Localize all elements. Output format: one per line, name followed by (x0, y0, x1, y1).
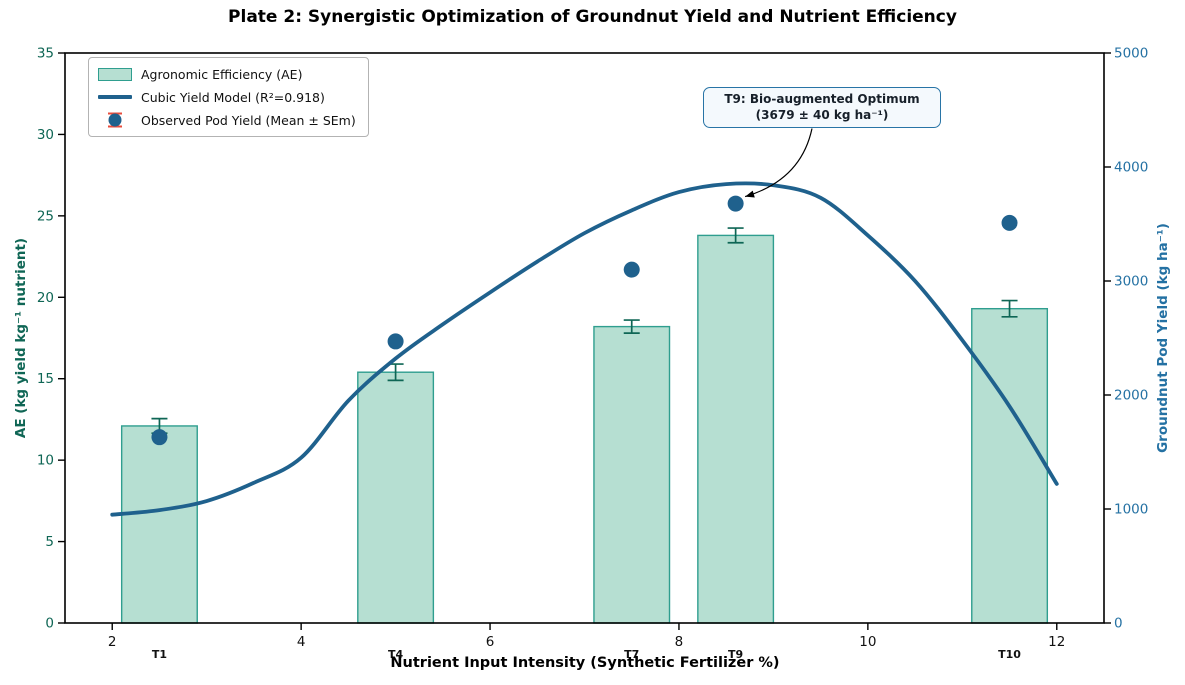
treatment-label-T7: T7 (624, 648, 639, 661)
legend: Agronomic Efficiency (AE) Cubic Yield Mo… (88, 57, 369, 137)
legend-item-bars: Agronomic Efficiency (AE) (98, 65, 356, 83)
legend-item-curve: Cubic Yield Model (R²=0.918) (98, 88, 356, 106)
bar-T9 (697, 234, 775, 624)
legend-label-scatter: Observed Pod Yield (Mean ± SEm) (141, 112, 356, 128)
x-tick-label-6: 6 (486, 634, 495, 650)
bar-T10 (971, 307, 1049, 624)
pod-yield-point-T10 (1001, 214, 1018, 231)
y-right-tick-label-1000: 1000 (1114, 502, 1148, 518)
line-swatch-icon (98, 94, 132, 100)
pod-yield-point-T7 (623, 261, 640, 278)
annotation-arrowhead-icon (745, 190, 755, 198)
treatment-label-T9: T9 (728, 648, 743, 661)
y-right-tick-label-0: 0 (1114, 616, 1123, 632)
y-left-tick-label-20: 20 (37, 290, 54, 306)
y-left-tick-label-0: 0 (45, 616, 54, 632)
annotation-line2: (3679 ± 40 kg ha⁻¹) (755, 107, 889, 122)
y-right-tick-label-3000: 3000 (1114, 274, 1148, 290)
bar-T7 (593, 325, 671, 624)
t9-annotation-box: T9: Bio-augmented Optimum (3679 ± 40 kg … (703, 87, 941, 129)
x-tick-label-4: 4 (297, 634, 306, 650)
y-left-tick-label-5: 5 (45, 534, 54, 550)
legend-label-curve: Cubic Yield Model (R²=0.918) (141, 89, 325, 105)
bar-T1 (120, 425, 198, 624)
y-axis-left-label: AE (kg yield kg⁻¹ nutrient) (13, 237, 29, 439)
x-tick-label-10: 10 (859, 634, 876, 650)
bar-swatch-icon (98, 67, 132, 81)
axes-spines (64, 52, 1105, 624)
x-tick-label-8: 8 (675, 634, 684, 650)
annotation-arrow (744, 128, 813, 198)
y-right-tick-label-2000: 2000 (1114, 388, 1148, 404)
pod-yield-point-T1 (151, 429, 168, 446)
legend-label-bars: Agronomic Efficiency (AE) (141, 66, 303, 82)
y-left-tick-label-35: 35 (37, 46, 54, 62)
pod-yield-point-T4 (387, 333, 404, 350)
chart-title: Plate 2: Synergistic Optimization of Gro… (228, 7, 957, 27)
yield-curve (110, 181, 1059, 517)
treatment-label-T1: T1 (152, 648, 167, 661)
legend-item-scatter: Observed Pod Yield (Mean ± SEm) (98, 111, 356, 129)
bar-T4 (357, 371, 435, 624)
x-axis-label: Nutrient Input Intensity (Synthetic Fert… (390, 655, 780, 671)
y-left-tick-label-15: 15 (37, 371, 54, 387)
pod-yield-point-T9 (727, 195, 744, 212)
y-left-tick-label-30: 30 (37, 127, 54, 143)
x-tick-label-2: 2 (108, 634, 117, 650)
y-axis-right-label: Groundnut Pod Yield (kg ha⁻¹) (1155, 223, 1171, 453)
x-tick-label-12: 12 (1048, 634, 1065, 650)
y-right-tick-label-4000: 4000 (1114, 160, 1148, 176)
y-left-tick-label-25: 25 (37, 208, 54, 224)
annotation-line1: T9: Bio-augmented Optimum (724, 92, 920, 106)
y-right-tick-label-5000: 5000 (1114, 46, 1148, 62)
y-left-tick-label-10: 10 (37, 453, 54, 469)
dot-errorbar-swatch-icon (108, 112, 122, 128)
treatment-label-T10: T10 (998, 648, 1021, 661)
treatment-label-T4: T4 (388, 648, 404, 661)
